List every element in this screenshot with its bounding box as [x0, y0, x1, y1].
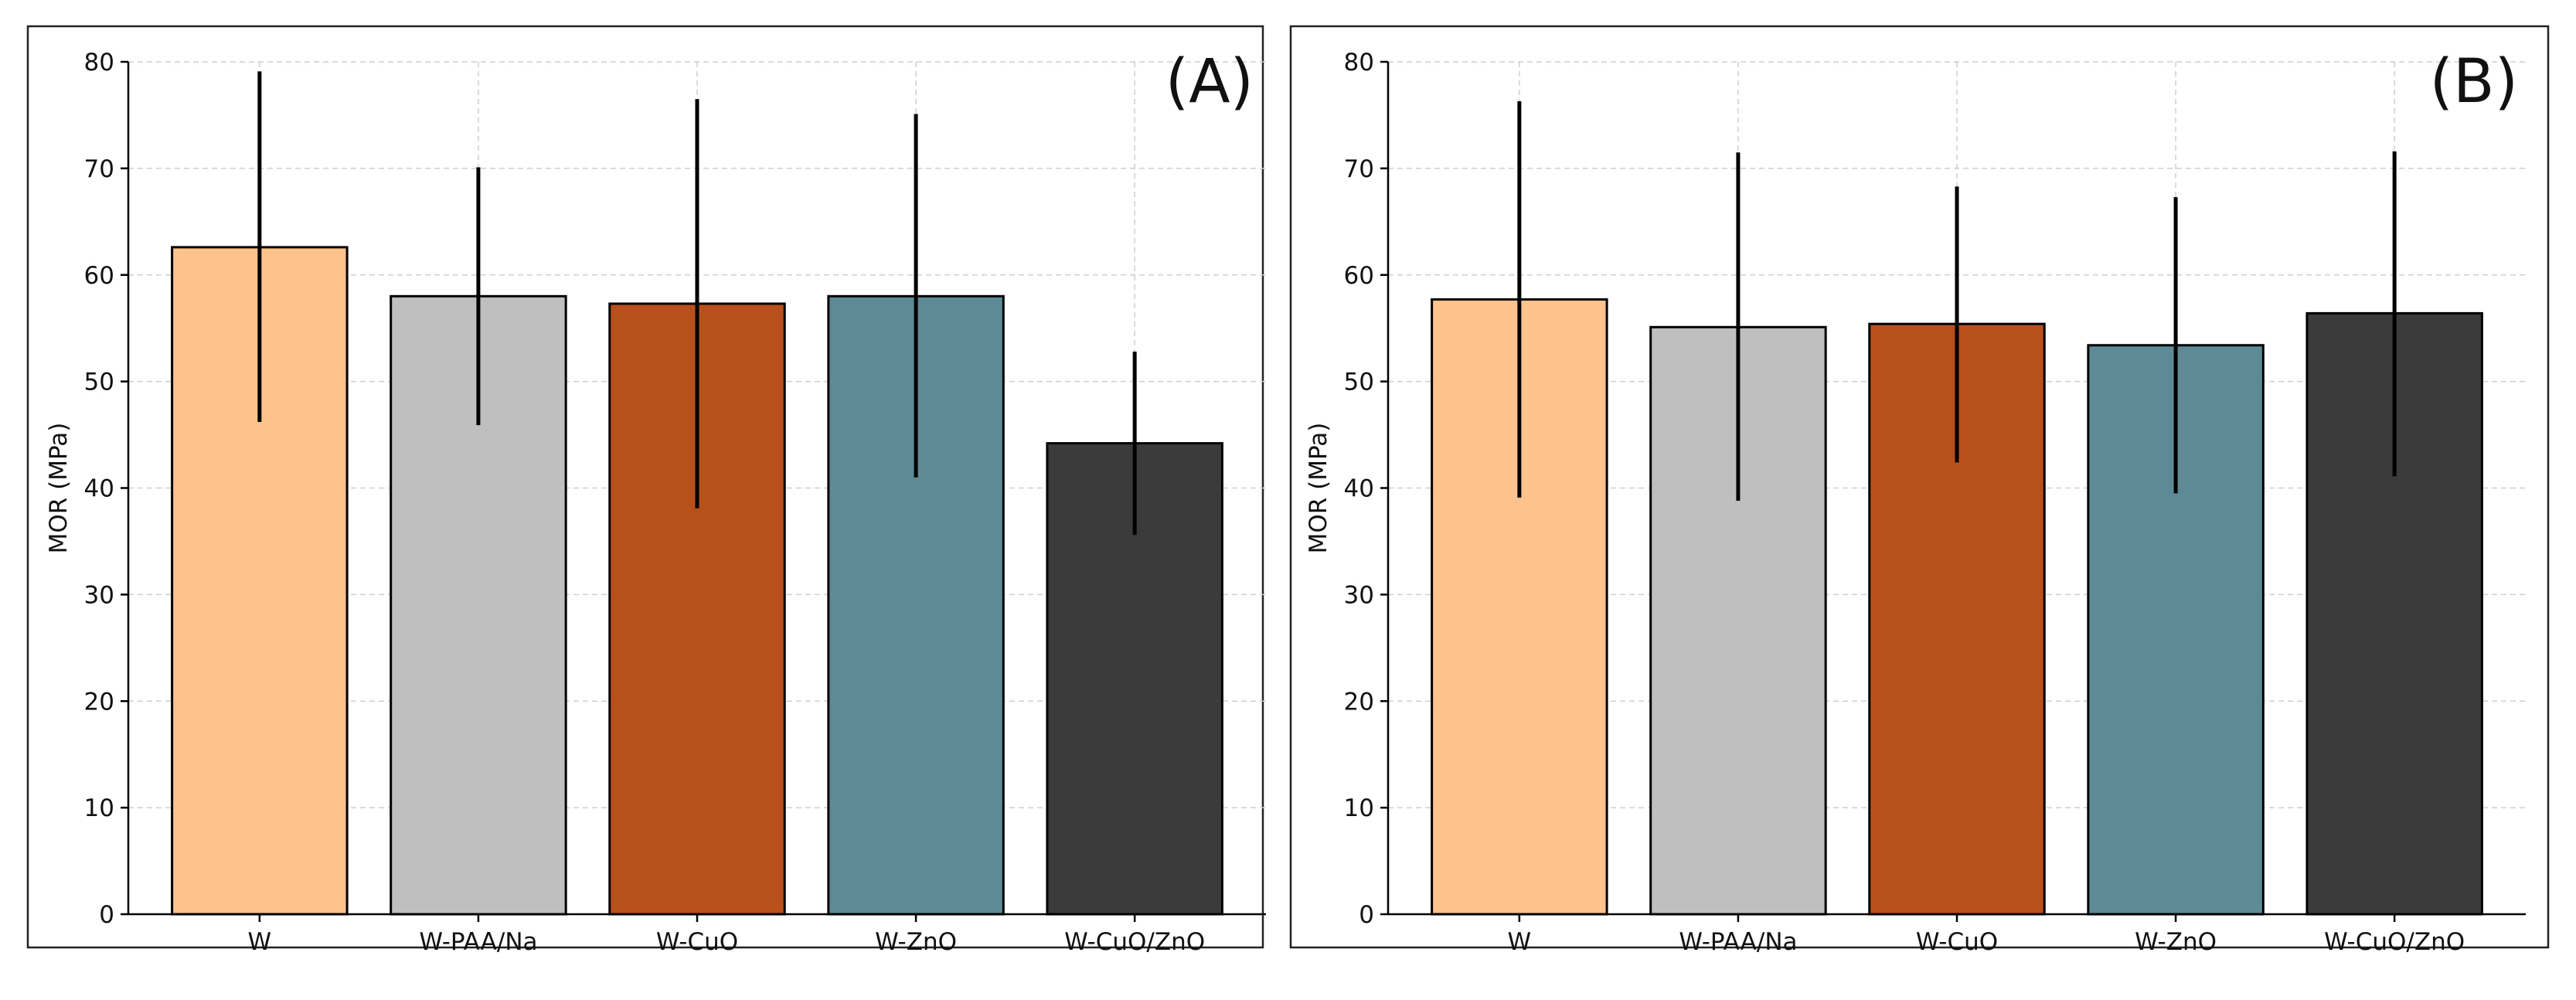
panel-label: (A): [1165, 47, 1254, 117]
y-tick-label: 70: [84, 155, 114, 183]
x-tick-label: W-ZnO: [875, 928, 957, 956]
x-tick-label: W-ZnO: [2135, 928, 2217, 956]
x-tick-label: W-CuO/ZnO: [1064, 928, 1205, 956]
y-axis-title: MOR (MPa): [45, 423, 73, 554]
y-tick-label: 20: [1344, 688, 1374, 716]
y-tick-label: 60: [1344, 262, 1374, 290]
y-tick-label: 40: [1344, 475, 1374, 503]
y-tick-label: 50: [84, 369, 114, 396]
y-tick-label: 60: [84, 262, 114, 290]
x-tick-label: W-PAA/Na: [1679, 928, 1797, 956]
y-tick-label: 40: [84, 475, 114, 503]
chart-panel-a: 0 10 20 30 40 50 60 70 80 W W-PAA/Na W-CuO W-ZnO W-Cu…: [26, 25, 1266, 956]
x-tick-label: W-CuO: [1916, 928, 1998, 956]
x-tick-label: W-PAA/Na: [419, 928, 537, 956]
x-tick-label: W-CuO/ZnO: [2324, 928, 2465, 956]
x-tick-label: W-CuO: [656, 928, 738, 956]
y-tick-label: 0: [1359, 901, 1374, 929]
y-tick-label: 80: [1344, 49, 1374, 77]
panel-frame: [26, 25, 1264, 949]
x-tick-label: W: [248, 928, 272, 956]
chart-panel-b: 0 10 20 30 40 50 60 70 80 W W-PAA/Na W-CuO W-ZnO W-Cu…: [1289, 25, 2550, 956]
x-tick-label: W: [1508, 928, 1532, 956]
y-tick-label: 50: [1344, 369, 1374, 396]
y-tick-label: 30: [1344, 581, 1374, 609]
y-tick-label: 80: [84, 49, 114, 77]
panel-frame: [1289, 25, 2550, 949]
y-axis-title: MOR (MPa): [1305, 423, 1332, 554]
y-tick-label: 0: [99, 901, 114, 929]
y-tick-label: 30: [84, 581, 114, 609]
panel-label: (B): [2430, 47, 2518, 117]
y-tick-label: 10: [84, 794, 114, 822]
y-tick-label: 70: [1344, 155, 1374, 183]
y-tick-label: 20: [84, 688, 114, 716]
y-tick-label: 10: [1344, 794, 1374, 822]
